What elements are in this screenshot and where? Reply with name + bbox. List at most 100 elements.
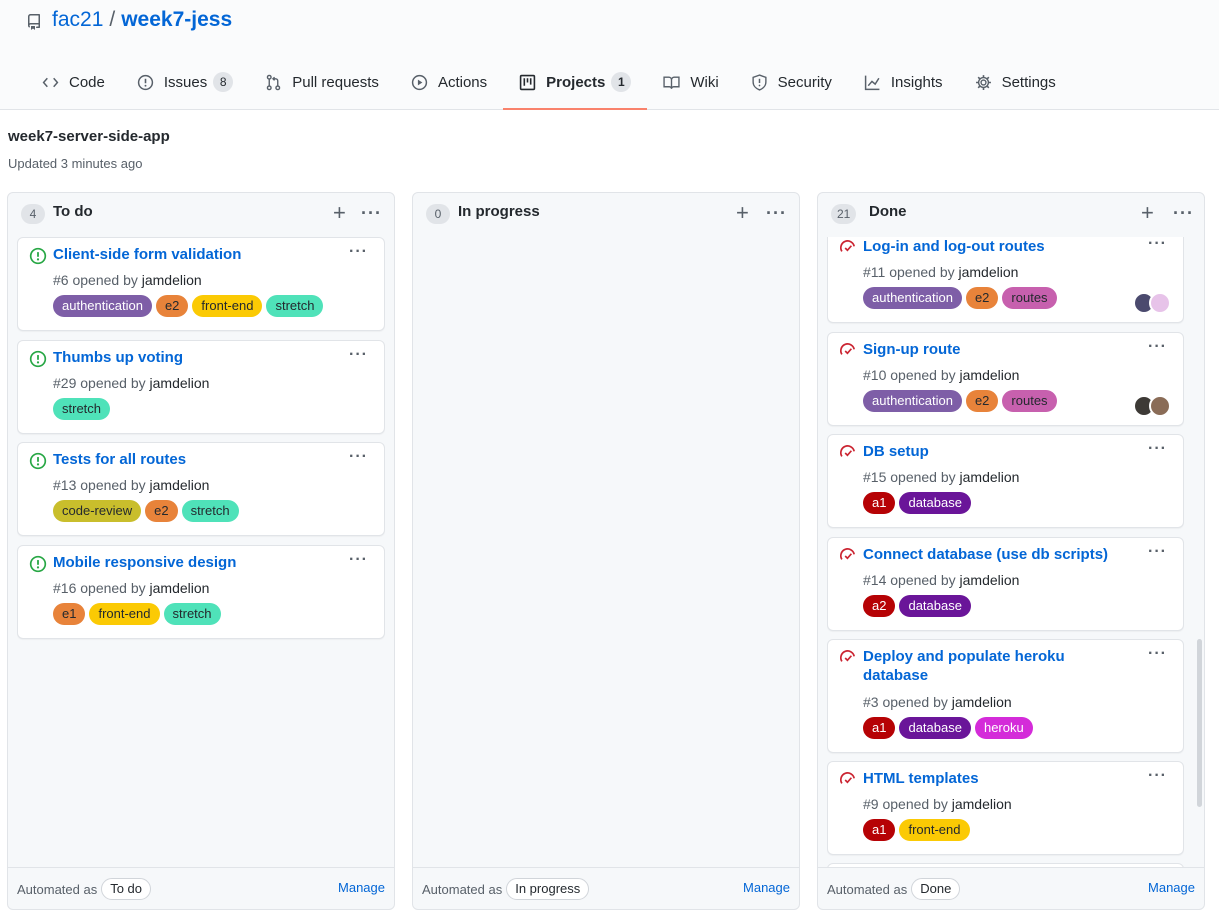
card-more-icon[interactable]: ··· <box>349 551 368 568</box>
label-front-end[interactable]: front-end <box>899 819 970 841</box>
card-author-link[interactable]: jamdelion <box>959 572 1020 588</box>
label-database[interactable]: database <box>899 717 971 739</box>
card-more-icon[interactable]: ··· <box>349 243 368 260</box>
tab-projects-label: Projects <box>546 73 606 91</box>
card-title-link[interactable]: Client-side form validation <box>53 246 242 263</box>
card-more-icon[interactable]: ··· <box>349 448 368 465</box>
tab-insights[interactable]: Insights <box>848 60 959 104</box>
manage-automation-link[interactable]: Manage <box>1148 880 1195 895</box>
tab-projects[interactable]: Projects 1 <box>503 60 648 110</box>
issue-card[interactable]: Tests for all routes ··· #13 opened by j… <box>17 442 385 536</box>
label-e2[interactable]: e2 <box>145 500 178 522</box>
label-e2[interactable]: e2 <box>965 287 999 309</box>
card-title-link[interactable]: HTML templates <box>863 770 979 787</box>
column-footer: Automated as To do Manage <box>8 867 394 909</box>
column-more-icon[interactable]: ··· <box>1173 203 1194 223</box>
label-e2[interactable]: e2 <box>155 295 189 317</box>
card-number: #16 opened by <box>53 580 146 596</box>
manage-automation-link[interactable]: Manage <box>338 880 385 895</box>
automated-as-label: Automated as <box>827 881 908 897</box>
label-database[interactable]: database <box>899 492 971 514</box>
tab-code[interactable]: Code <box>26 60 121 104</box>
tab-wiki[interactable]: Wiki <box>647 60 734 104</box>
card-labels: code-review e2 stretch <box>53 500 239 522</box>
card-more-icon[interactable]: ··· <box>1148 645 1167 662</box>
label-e2[interactable]: e2 <box>965 390 999 412</box>
issue-card[interactable]: DB setup ··· #15 opened by jamdelion a1 … <box>827 434 1184 528</box>
label-routes[interactable]: routes <box>1002 287 1057 309</box>
label-authentication[interactable]: authentication <box>863 287 962 309</box>
card-author-link[interactable]: jamdelion <box>959 469 1020 485</box>
add-card-icon[interactable]: + <box>736 200 749 225</box>
column-more-icon[interactable]: ··· <box>766 203 787 223</box>
manage-automation-link[interactable]: Manage <box>743 880 790 895</box>
label-front-end[interactable]: front-end <box>89 603 160 625</box>
issue-card[interactable]: Deploy and populate heroku database ··· … <box>827 639 1184 753</box>
card-title-link[interactable]: Mobile responsive design <box>53 554 237 571</box>
book-icon <box>663 74 680 91</box>
card-title-link[interactable]: Tests for all routes <box>53 451 187 468</box>
label-stretch[interactable]: stretch <box>181 500 239 522</box>
label-front-end[interactable]: front-end <box>192 295 263 317</box>
issue-card[interactable]: Sign-up route ··· #10 opened by jamdelio… <box>827 332 1184 426</box>
card-title-link[interactable]: Thumbs up voting <box>53 349 183 366</box>
label-authentication[interactable]: authentication <box>53 295 152 317</box>
card-author-link[interactable]: jamdelion <box>959 367 1020 383</box>
column-scrollbar[interactable] <box>1197 639 1202 807</box>
assignee-avatar[interactable] <box>1149 292 1171 314</box>
repo-name-link[interactable]: week7-jess <box>121 8 233 31</box>
tab-actions[interactable]: Actions <box>395 60 503 104</box>
label-a1[interactable]: a1 <box>863 717 896 739</box>
closed-issue-icon <box>840 240 856 255</box>
issue-card[interactable]: Connect database (use db scripts) ··· #1… <box>827 537 1184 631</box>
label-code-review[interactable]: code-review <box>53 500 142 522</box>
issue-card[interactable]: Log-in and log-out routes ··· #11 opened… <box>827 237 1184 323</box>
card-more-icon[interactable]: ··· <box>1148 543 1167 560</box>
issue-card[interactable]: Mobile responsive design ··· #16 opened … <box>17 545 385 639</box>
label-stretch[interactable]: stretch <box>163 603 221 625</box>
label-routes[interactable]: routes <box>1002 390 1057 412</box>
card-title-link[interactable]: Sign-up route <box>863 341 961 358</box>
column-more-icon[interactable]: ··· <box>361 203 382 223</box>
label-e1[interactable]: e1 <box>53 603 86 625</box>
label-stretch[interactable]: stretch <box>266 295 324 317</box>
add-card-icon[interactable]: + <box>1141 200 1154 225</box>
repo-owner-link[interactable]: fac21 <box>52 8 104 31</box>
card-more-icon[interactable]: ··· <box>1148 237 1167 252</box>
card-more-icon[interactable]: ··· <box>349 346 368 363</box>
card-title-link[interactable]: DB setup <box>863 443 929 460</box>
card-author-link[interactable]: jamdelion <box>958 264 1019 280</box>
assignee-avatar[interactable] <box>1149 395 1171 417</box>
tab-issues[interactable]: Issues 8 <box>121 60 249 104</box>
tab-issues-label: Issues <box>163 73 208 91</box>
tab-settings[interactable]: Settings <box>959 60 1072 104</box>
card-author-link[interactable]: jamdelion <box>141 272 202 288</box>
issue-card[interactable]: Client-side form validation ··· #6 opene… <box>17 237 385 331</box>
issue-card[interactable]: Thumbs up voting ··· #29 opened by jamde… <box>17 340 385 434</box>
card-author-link[interactable]: jamdelion <box>951 694 1012 710</box>
card-title-link[interactable]: Log-in and log-out routes <box>863 238 1045 255</box>
label-a2[interactable]: a2 <box>863 595 896 617</box>
label-database[interactable]: database <box>899 595 971 617</box>
card-more-icon[interactable]: ··· <box>1148 440 1167 457</box>
label-authentication[interactable]: authentication <box>863 390 962 412</box>
add-card-icon[interactable]: + <box>333 200 346 225</box>
card-meta: #13 opened by jamdelion <box>53 477 209 493</box>
card-author-link[interactable]: jamdelion <box>149 375 210 391</box>
tab-pull-requests[interactable]: Pull requests <box>249 60 395 104</box>
column-title: To do <box>53 203 93 220</box>
label-heroku[interactable]: heroku <box>974 717 1033 739</box>
card-author-link[interactable]: jamdelion <box>149 477 210 493</box>
card-author-link[interactable]: jamdelion <box>951 796 1012 812</box>
card-author-link[interactable]: jamdelion <box>149 580 210 596</box>
issue-card[interactable]: HTML templates ··· #9 opened by jamdelio… <box>827 761 1184 855</box>
label-stretch[interactable]: stretch <box>53 398 111 420</box>
tab-security[interactable]: Security <box>735 60 848 104</box>
label-a1[interactable]: a1 <box>863 492 896 514</box>
card-title-link[interactable]: Connect database (use db scripts) <box>863 546 1109 563</box>
card-title-link[interactable]: Deploy and populate heroku database <box>863 648 1065 684</box>
column-card-count: 4 <box>21 204 45 224</box>
label-a1[interactable]: a1 <box>863 819 896 841</box>
card-more-icon[interactable]: ··· <box>1148 767 1167 784</box>
card-more-icon[interactable]: ··· <box>1148 338 1167 355</box>
